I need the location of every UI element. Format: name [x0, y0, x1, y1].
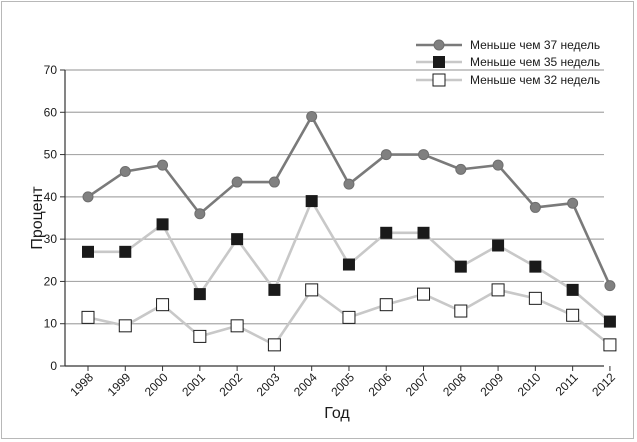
x-tick-label: 2004	[291, 370, 320, 399]
legend-marker	[433, 39, 445, 51]
data-point	[380, 226, 393, 239]
data-point	[306, 111, 318, 123]
y-tick-label: 60	[44, 105, 58, 119]
x-tick-label: 1998	[67, 370, 96, 399]
x-tick-label: 2010	[515, 370, 544, 399]
data-point	[267, 338, 281, 352]
axes: 0 10 20 30 40 50 60 70 1998 1999 2000 2001 2002 2003 2…	[44, 63, 619, 399]
data-point	[417, 226, 430, 239]
data-point	[380, 149, 392, 161]
data-point	[118, 319, 132, 333]
x-tick-label: 2009	[477, 370, 506, 399]
data-point	[193, 288, 206, 301]
data-point	[529, 260, 542, 273]
data-point	[156, 218, 169, 231]
x-tick-label: 2012	[589, 370, 618, 399]
data-point	[604, 280, 616, 292]
data-point	[119, 245, 132, 258]
data-point	[567, 197, 579, 209]
series-1	[82, 111, 616, 292]
legend-label: Меньше чем 32 недель	[470, 73, 600, 87]
y-tick-label: 50	[44, 148, 58, 162]
legend-marker	[433, 56, 445, 68]
data-point	[81, 310, 95, 324]
data-point	[231, 176, 243, 188]
x-tick-label: 2006	[366, 370, 395, 399]
x-tick-label: 2007	[403, 370, 432, 399]
grid-lines	[65, 69, 604, 325]
data-point	[454, 304, 468, 318]
data-point	[193, 329, 207, 343]
y-tick-label: 70	[44, 63, 58, 77]
data-point	[305, 195, 318, 208]
x-tick-label: 2001	[179, 370, 208, 399]
legend-item-1: Меньше чем 37 недель	[416, 38, 600, 52]
data-point	[566, 283, 579, 296]
data-point	[454, 260, 467, 273]
data-point	[603, 338, 617, 352]
data-point	[529, 201, 541, 213]
data-point	[492, 239, 505, 252]
x-tick-label: 2005	[328, 370, 357, 399]
legend-item-2: Меньше чем 35 недель	[416, 55, 600, 69]
series-2	[82, 195, 616, 328]
data-point	[491, 283, 505, 297]
data-point	[82, 245, 94, 258]
data-point	[194, 208, 206, 220]
data-point	[379, 298, 393, 312]
data-point	[157, 159, 169, 171]
data-point	[305, 283, 319, 297]
x-tick-label: 1999	[105, 370, 134, 399]
data-point	[342, 258, 355, 271]
data-point	[268, 176, 280, 188]
y-axis-title: Процент	[29, 186, 46, 250]
x-axis-title: Год	[324, 405, 350, 422]
data-point	[342, 310, 356, 324]
y-tick-label: 0	[50, 359, 57, 373]
series-layer	[81, 111, 617, 352]
x-tick-label: 2011	[553, 370, 581, 398]
legend-marker	[432, 73, 446, 87]
data-point	[492, 159, 504, 171]
data-point	[603, 315, 616, 328]
data-point	[82, 191, 94, 203]
data-point	[417, 287, 431, 301]
legend-label: Меньше чем 37 недель	[470, 38, 600, 52]
data-point	[156, 298, 170, 312]
legend: Меньше чем 37 недель Меньше чем 35 недель…	[416, 38, 600, 87]
y-tick-label: 40	[44, 190, 58, 204]
x-tick-label: 2008	[440, 370, 469, 399]
data-point	[566, 308, 580, 322]
legend-label: Меньше чем 35 недель	[470, 55, 600, 69]
x-tick-label: 2003	[254, 370, 283, 399]
y-tick-label: 30	[44, 232, 58, 246]
data-point	[231, 233, 244, 246]
data-point	[119, 165, 131, 177]
legend-item-3: Меньше чем 32 недель	[416, 73, 600, 87]
y-tick-label: 10	[44, 317, 58, 331]
series-3	[81, 283, 617, 352]
data-point	[268, 283, 281, 296]
data-point	[455, 163, 467, 175]
x-tick-label: 2000	[142, 370, 171, 399]
y-tick-label: 20	[44, 274, 58, 288]
data-point	[418, 149, 430, 161]
data-point	[528, 291, 542, 305]
data-point	[343, 178, 355, 190]
data-point	[230, 319, 244, 333]
x-tick-label: 2002	[216, 370, 245, 399]
